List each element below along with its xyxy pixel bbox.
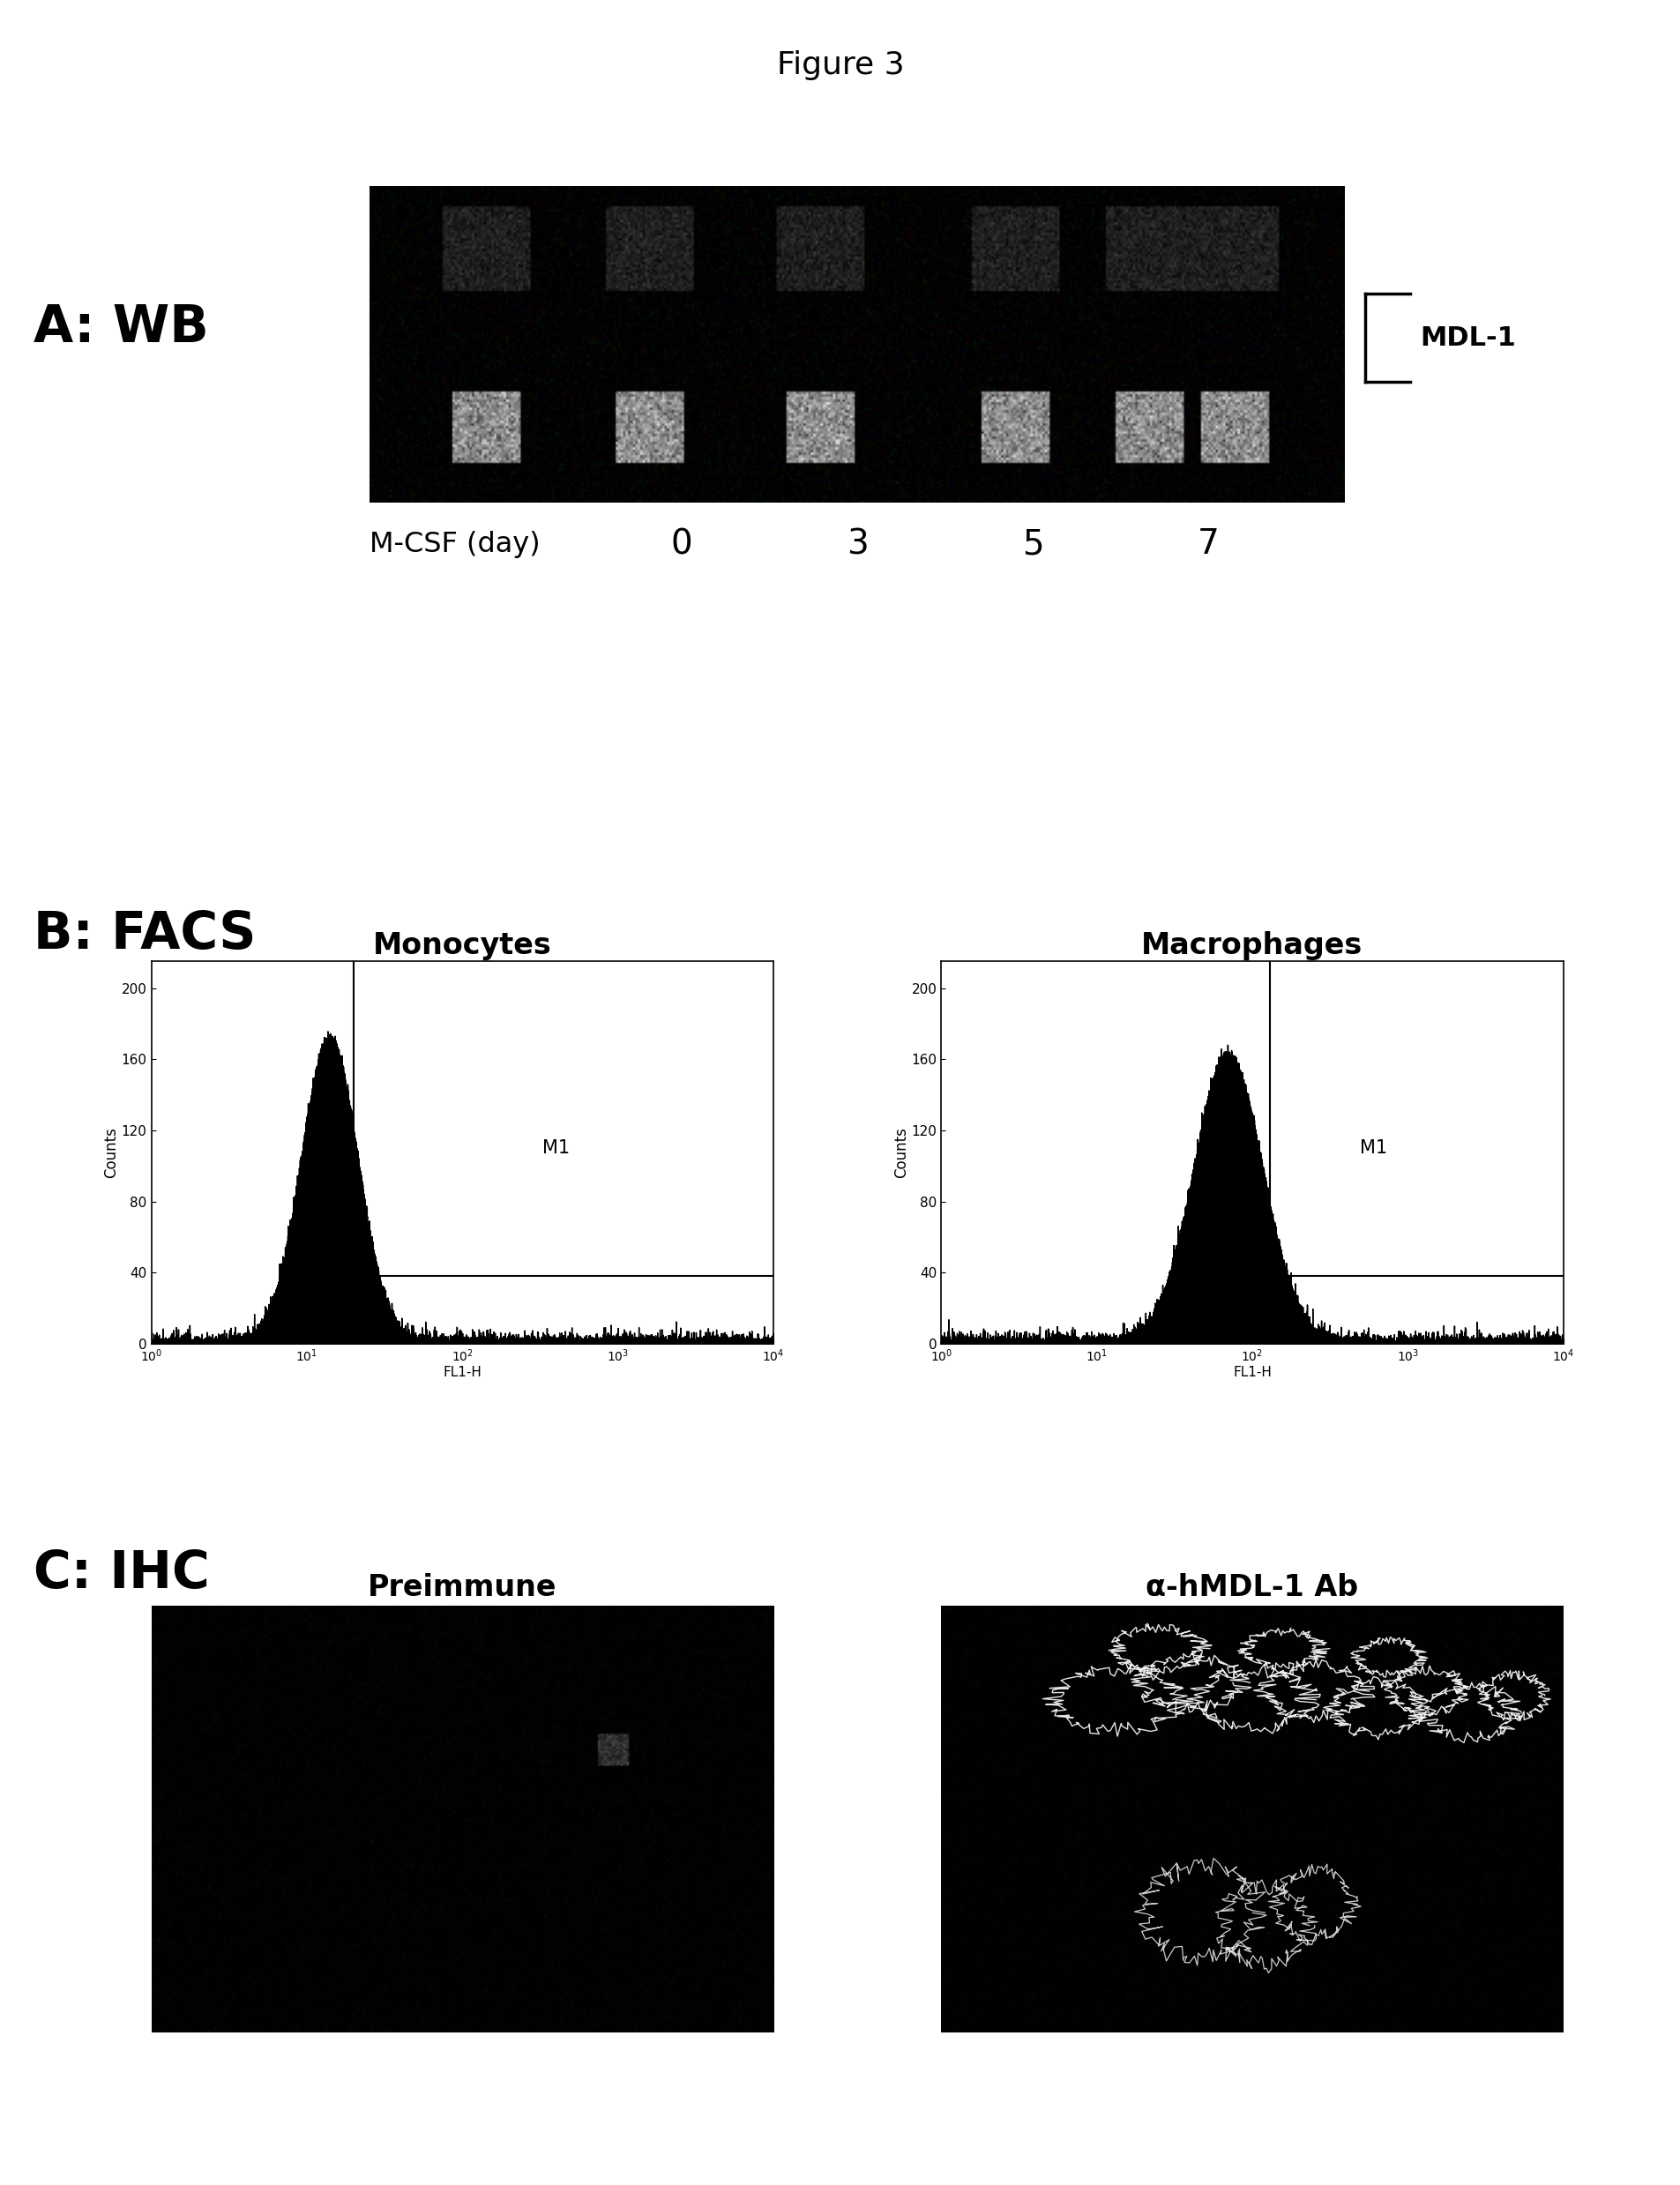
Text: M1: M1 xyxy=(1359,1138,1386,1158)
Text: MDL-1: MDL-1 xyxy=(1420,326,1515,350)
Text: 3: 3 xyxy=(847,527,867,562)
Y-axis label: Counts: Counts xyxy=(102,1127,119,1178)
Text: M-CSF (day): M-CSF (day) xyxy=(370,531,541,557)
Text: 0: 0 xyxy=(670,527,692,562)
Text: Figure 3: Figure 3 xyxy=(776,50,904,81)
Title: Macrophages: Macrophages xyxy=(1141,931,1362,959)
Text: C: IHC: C: IHC xyxy=(34,1547,210,1599)
X-axis label: FL1-H: FL1-H xyxy=(1231,1366,1272,1379)
Text: 7: 7 xyxy=(1196,527,1218,562)
Title: α-hMDL-1 Ab: α-hMDL-1 Ab xyxy=(1146,1573,1357,1602)
X-axis label: FL1-H: FL1-H xyxy=(442,1366,482,1379)
Text: 5: 5 xyxy=(1021,527,1043,562)
Text: B: FACS: B: FACS xyxy=(34,909,255,959)
Title: Preimmune: Preimmune xyxy=(368,1573,556,1602)
Text: A: WB: A: WB xyxy=(34,302,208,354)
Title: Monocytes: Monocytes xyxy=(373,931,551,959)
Text: M1: M1 xyxy=(543,1138,570,1158)
Y-axis label: Counts: Counts xyxy=(892,1127,909,1178)
